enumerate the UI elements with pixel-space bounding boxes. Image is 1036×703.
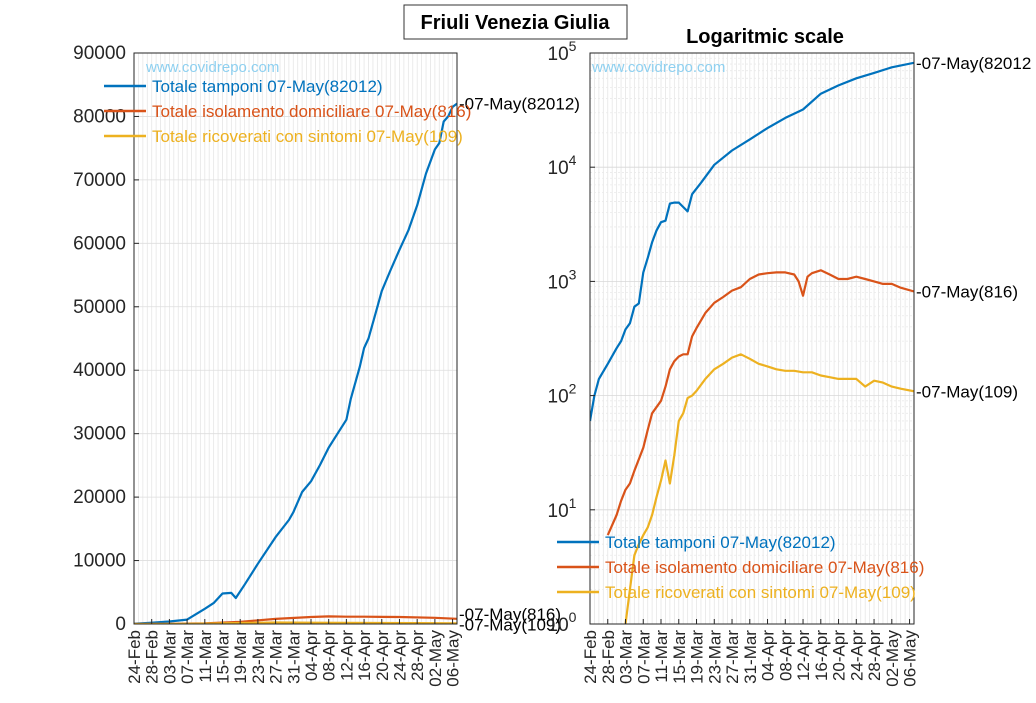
- linear-legend: Totale tamponi 07-May(82012) Totale isola…: [104, 77, 471, 146]
- super-title: Friuli Venezia Giulia: [421, 12, 611, 34]
- x-tick-label: 04-Apr: [759, 630, 778, 681]
- legend-entry: Totale ricoverati con sintomi 07-May(109…: [152, 127, 463, 146]
- x-tick-label: 07-Mar: [178, 630, 197, 684]
- x-tick-label: 02-May: [426, 630, 445, 687]
- log-grid: [589, 53, 915, 625]
- linear-x-axis: 24-Feb28-Feb03-Mar07-Mar11-Mar15-Mar19-M…: [125, 619, 463, 687]
- x-tick-label: 03-Mar: [617, 630, 636, 684]
- x-tick-label: 04-Apr: [302, 630, 321, 681]
- y-tick-label: 0: [115, 614, 126, 635]
- x-tick-label: 28-Feb: [143, 630, 162, 684]
- log-chart-title: Logaritmic scale: [686, 26, 844, 48]
- x-tick-label: 27-Mar: [723, 630, 742, 684]
- linear-watermark: www.covidrepo.com: [145, 59, 279, 76]
- x-tick-label: 24-Feb: [581, 630, 600, 684]
- y-tick-label: 103: [548, 266, 577, 293]
- y-tick-label: 105: [548, 38, 577, 65]
- x-tick-label: 31-Mar: [284, 630, 303, 684]
- x-tick-label: 15-Mar: [213, 630, 232, 684]
- x-tick-label: 11-Mar: [196, 630, 215, 683]
- x-tick-label: 28-Apr: [408, 630, 427, 681]
- x-tick-label: 27-Mar: [267, 630, 286, 684]
- log-series-lines: [590, 61, 914, 624]
- x-tick-label: 11-Mar: [652, 630, 671, 683]
- log-watermark: www.covidrepo.com: [591, 59, 725, 76]
- x-tick-label: 15-Mar: [670, 630, 689, 684]
- series-end-label: -07-May(109): [916, 382, 1018, 401]
- y-tick-label: 10000: [73, 551, 126, 572]
- series-line: [134, 102, 457, 624]
- series-end-label: -07-May(816): [459, 605, 561, 624]
- log-x-axis: 24-Feb28-Feb03-Mar07-Mar11-Mar15-Mar19-M…: [581, 619, 920, 687]
- legend-entry: Totale tamponi 07-May(82012): [605, 533, 836, 552]
- x-tick-label: 08-Apr: [776, 630, 795, 681]
- y-tick-label: 20000: [73, 487, 126, 508]
- y-tick-label: 100: [548, 609, 577, 636]
- x-tick-label: 31-Mar: [741, 630, 760, 684]
- series-line: [590, 61, 914, 422]
- linear-plot-frame: [133, 52, 458, 625]
- x-tick-label: 28-Apr: [865, 630, 884, 681]
- linear-chart-panel: www.covidrepo.com 0 10000 20000 30000 40000 5…: [73, 43, 580, 687]
- y-tick-label: 90000: [73, 43, 126, 64]
- x-tick-label: 03-Mar: [160, 630, 179, 684]
- x-tick-label: 28-Feb: [599, 630, 618, 684]
- y-tick-label: 50000: [73, 297, 126, 318]
- log-legend: Totale tamponi 07-May(82012) Totale isola…: [557, 533, 924, 602]
- legend-entry: Totale isolamento domiciliare 07-May(816…: [605, 558, 924, 577]
- x-tick-label: 20-Apr: [373, 630, 392, 681]
- series-end-label: -07-May(109): [459, 615, 561, 634]
- log-chart-panel: Logaritmic scale www.covidrepo.com 10010…: [548, 26, 1032, 687]
- y-tick-label: 80000: [73, 106, 126, 127]
- x-tick-label: 06-May: [444, 630, 463, 687]
- linear-grid: [133, 52, 458, 625]
- x-tick-label: 23-Mar: [705, 630, 724, 684]
- x-tick-label: 24-Feb: [125, 630, 144, 684]
- x-tick-label: 12-Apr: [337, 630, 356, 681]
- x-tick-label: 07-Mar: [634, 630, 653, 684]
- super-title-box: Friuli Venezia Giulia: [403, 4, 628, 40]
- x-tick-label: 16-Apr: [355, 630, 374, 681]
- y-tick-label: 102: [548, 381, 577, 408]
- series-line: [606, 269, 914, 536]
- x-tick-label: 24-Apr: [847, 630, 866, 681]
- x-tick-label: 24-Apr: [390, 630, 409, 681]
- series-end-label: -07-May(82012): [459, 95, 580, 114]
- x-tick-label: 08-Apr: [320, 630, 339, 681]
- x-tick-label: 23-Mar: [249, 630, 268, 684]
- log-plot-frame: [589, 52, 915, 625]
- x-tick-label: 06-May: [901, 630, 920, 687]
- y-tick-label: 40000: [73, 360, 126, 381]
- series-end-label: -07-May(82012: [916, 54, 1031, 73]
- x-tick-label: 20-Apr: [830, 630, 849, 681]
- legend-entry: Totale tamponi 07-May(82012): [152, 77, 383, 96]
- y-tick-label: 104: [548, 152, 577, 179]
- log-end-labels: -07-May(82012 -07-May(816) -07-May(109): [916, 54, 1031, 401]
- x-tick-label: 19-Mar: [688, 630, 707, 684]
- y-tick-label: 70000: [73, 170, 126, 191]
- x-tick-label: 02-May: [883, 630, 902, 687]
- x-tick-label: 16-Apr: [812, 630, 831, 681]
- y-tick-label: 60000: [73, 233, 126, 254]
- y-tick-label: 101: [548, 495, 577, 522]
- x-tick-label: 12-Apr: [794, 630, 813, 681]
- legend-entry: Totale isolamento domiciliare 07-May(816…: [152, 102, 471, 121]
- series-line: [624, 353, 914, 624]
- y-tick-label: 30000: [73, 424, 126, 445]
- x-tick-label: 19-Mar: [231, 630, 250, 684]
- series-end-label: -07-May(816): [916, 282, 1018, 301]
- linear-end-labels: -07-May(82012) -07-May(816)-07-May(109): [459, 95, 580, 635]
- log-y-axis: 100 101 102 103 104 105: [548, 38, 595, 636]
- legend-entry: Totale ricoverati con sintomi 07-May(109…: [605, 583, 916, 602]
